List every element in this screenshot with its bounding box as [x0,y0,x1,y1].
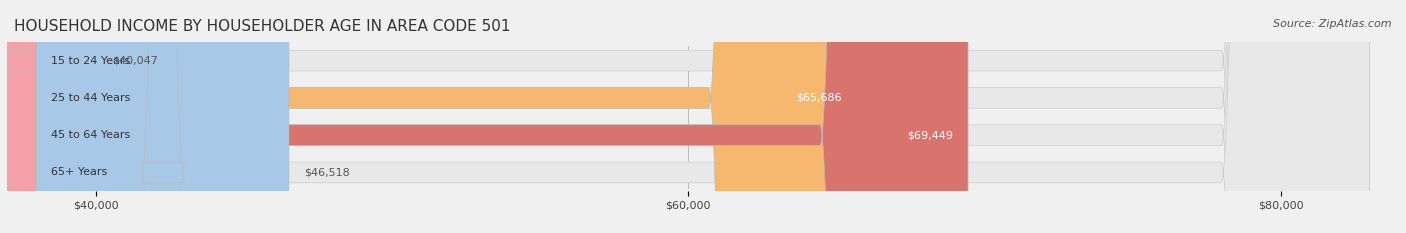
Text: $40,047: $40,047 [112,56,157,65]
FancyBboxPatch shape [37,0,288,233]
FancyBboxPatch shape [0,0,184,233]
Text: $69,449: $69,449 [907,130,953,140]
Text: 15 to 24 Years: 15 to 24 Years [52,56,131,65]
FancyBboxPatch shape [37,0,969,233]
Text: $46,518: $46,518 [304,168,350,177]
FancyBboxPatch shape [37,0,1369,233]
Text: 45 to 64 Years: 45 to 64 Years [52,130,131,140]
Text: Source: ZipAtlas.com: Source: ZipAtlas.com [1274,19,1392,29]
FancyBboxPatch shape [37,0,1369,233]
Text: 65+ Years: 65+ Years [52,168,108,177]
Text: $65,686: $65,686 [796,93,842,103]
FancyBboxPatch shape [37,0,1369,233]
FancyBboxPatch shape [37,0,1369,233]
FancyBboxPatch shape [37,0,856,233]
Text: HOUSEHOLD INCOME BY HOUSEHOLDER AGE IN AREA CODE 501: HOUSEHOLD INCOME BY HOUSEHOLDER AGE IN A… [14,19,510,34]
Text: 25 to 44 Years: 25 to 44 Years [52,93,131,103]
